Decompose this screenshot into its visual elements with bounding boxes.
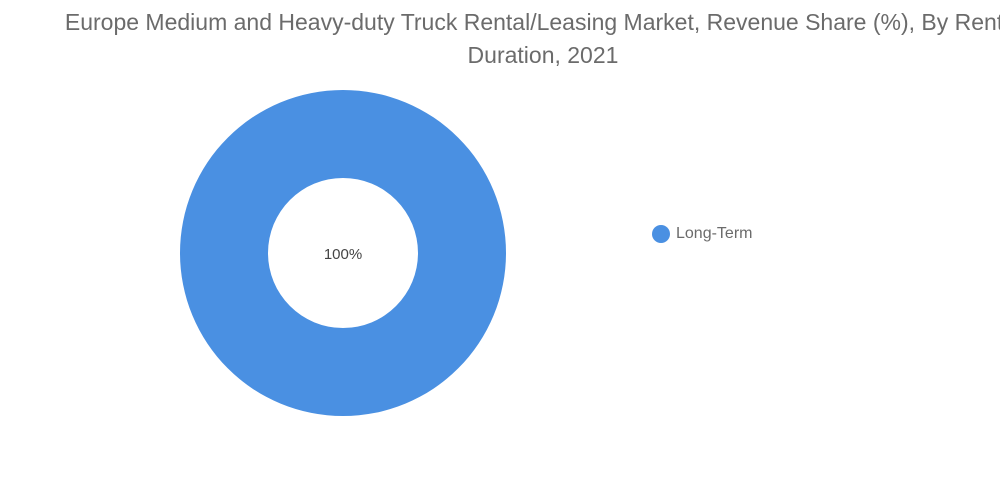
data-label-long-term: 100% (324, 246, 362, 263)
legend: Long-Term (652, 225, 752, 243)
donut-slice-long-term (179, 89, 507, 417)
legend-swatch-long-term (652, 225, 670, 243)
chart-title: Europe Medium and Heavy-duty Truck Renta… (64, 9, 1000, 68)
legend-label-long-term: Long-Term (676, 225, 753, 242)
